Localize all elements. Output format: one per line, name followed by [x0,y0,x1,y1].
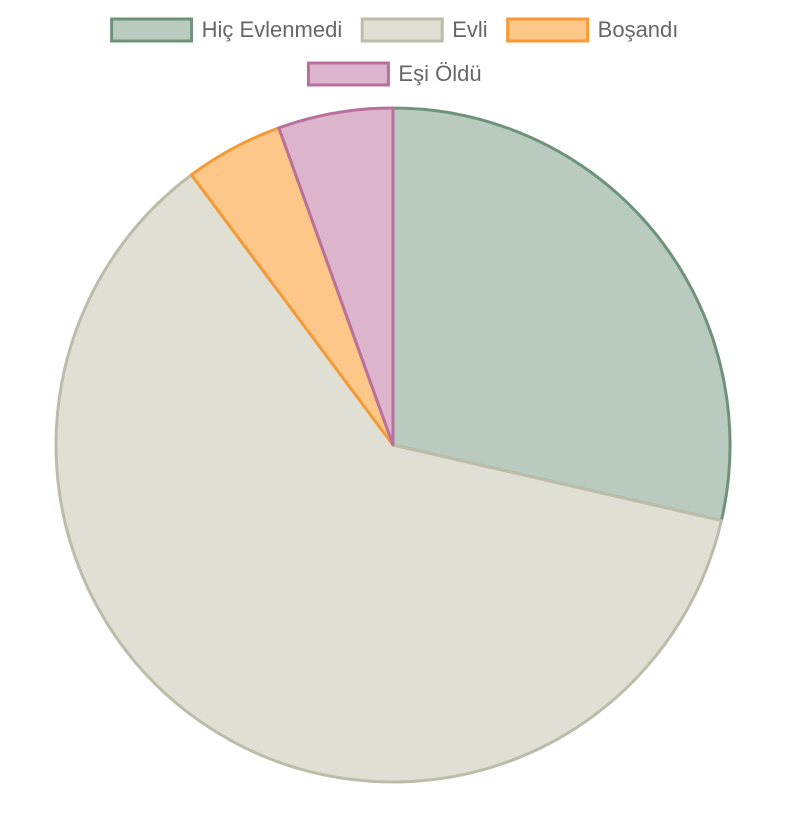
pie-slice [391,106,732,523]
legend-item[interactable]: Hiç Evlenmedi [110,17,343,43]
legend-swatch [110,17,194,43]
legend-item[interactable]: Eşi Öldü [306,61,482,87]
pie-slice [54,173,723,784]
legend-label: Boşandı [598,17,679,42]
legend-swatch [306,61,390,87]
legend-swatch [506,17,590,43]
legend-label: Evli [452,17,487,42]
legend-item[interactable]: Evli [360,17,488,43]
legend-item[interactable]: Boşandı [506,17,679,43]
legend-label: Eşi Öldü [398,61,481,86]
pie-slice [277,106,395,447]
legend-label: Hiç Evlenmedi [202,17,343,42]
legend-swatch [360,17,444,43]
